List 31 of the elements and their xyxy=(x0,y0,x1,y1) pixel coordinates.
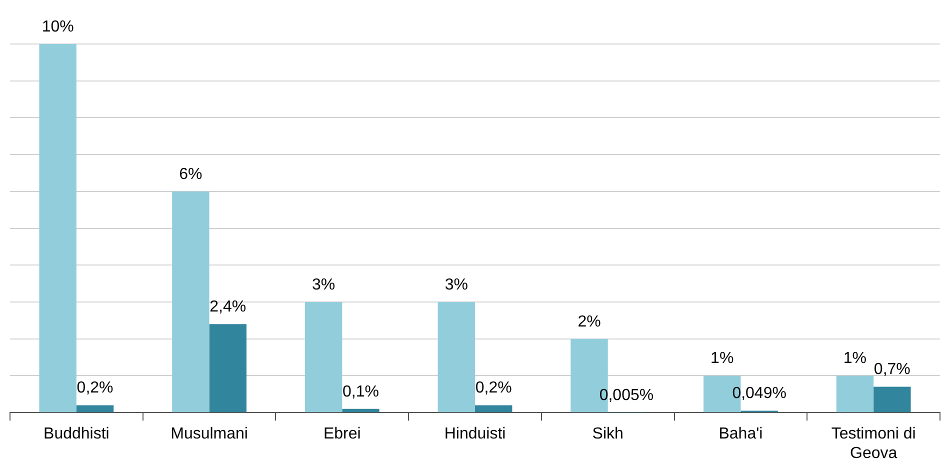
bar xyxy=(475,405,512,412)
data-label: 3% xyxy=(444,276,468,294)
data-label: 1% xyxy=(843,350,867,368)
x-tick-label: Musulmani xyxy=(170,426,248,443)
data-label: 0,2% xyxy=(475,380,512,397)
data-label: 1% xyxy=(710,350,734,368)
data-label: 0,7% xyxy=(874,361,910,378)
bar xyxy=(874,386,911,412)
x-tick-label: Buddhisti xyxy=(44,426,110,443)
bar xyxy=(304,302,342,412)
bar xyxy=(836,376,874,412)
bar xyxy=(76,405,114,412)
data-label: 10% xyxy=(42,18,74,36)
x-tick-label: Sikh xyxy=(592,426,624,443)
data-label: 2,4% xyxy=(210,298,246,316)
x-tick-label: Ebrei xyxy=(323,426,361,443)
data-label: 0,049% xyxy=(732,385,786,402)
data-label: 6% xyxy=(179,166,202,183)
data-label: 3% xyxy=(312,276,336,294)
bar xyxy=(209,324,246,412)
bar xyxy=(342,408,380,412)
x-tick-label: Hinduisti xyxy=(444,426,506,443)
data-label: 0,2% xyxy=(76,380,114,397)
x-tick-label: Baha'i xyxy=(718,426,763,443)
data-label: 2% xyxy=(578,313,601,330)
x-tick-label: Testimoni di Geova xyxy=(831,426,916,462)
bar xyxy=(39,44,76,412)
bar xyxy=(438,302,475,412)
data-label: 0,005% xyxy=(599,386,654,404)
bar xyxy=(172,191,210,412)
data-label: 0,1% xyxy=(342,383,379,400)
